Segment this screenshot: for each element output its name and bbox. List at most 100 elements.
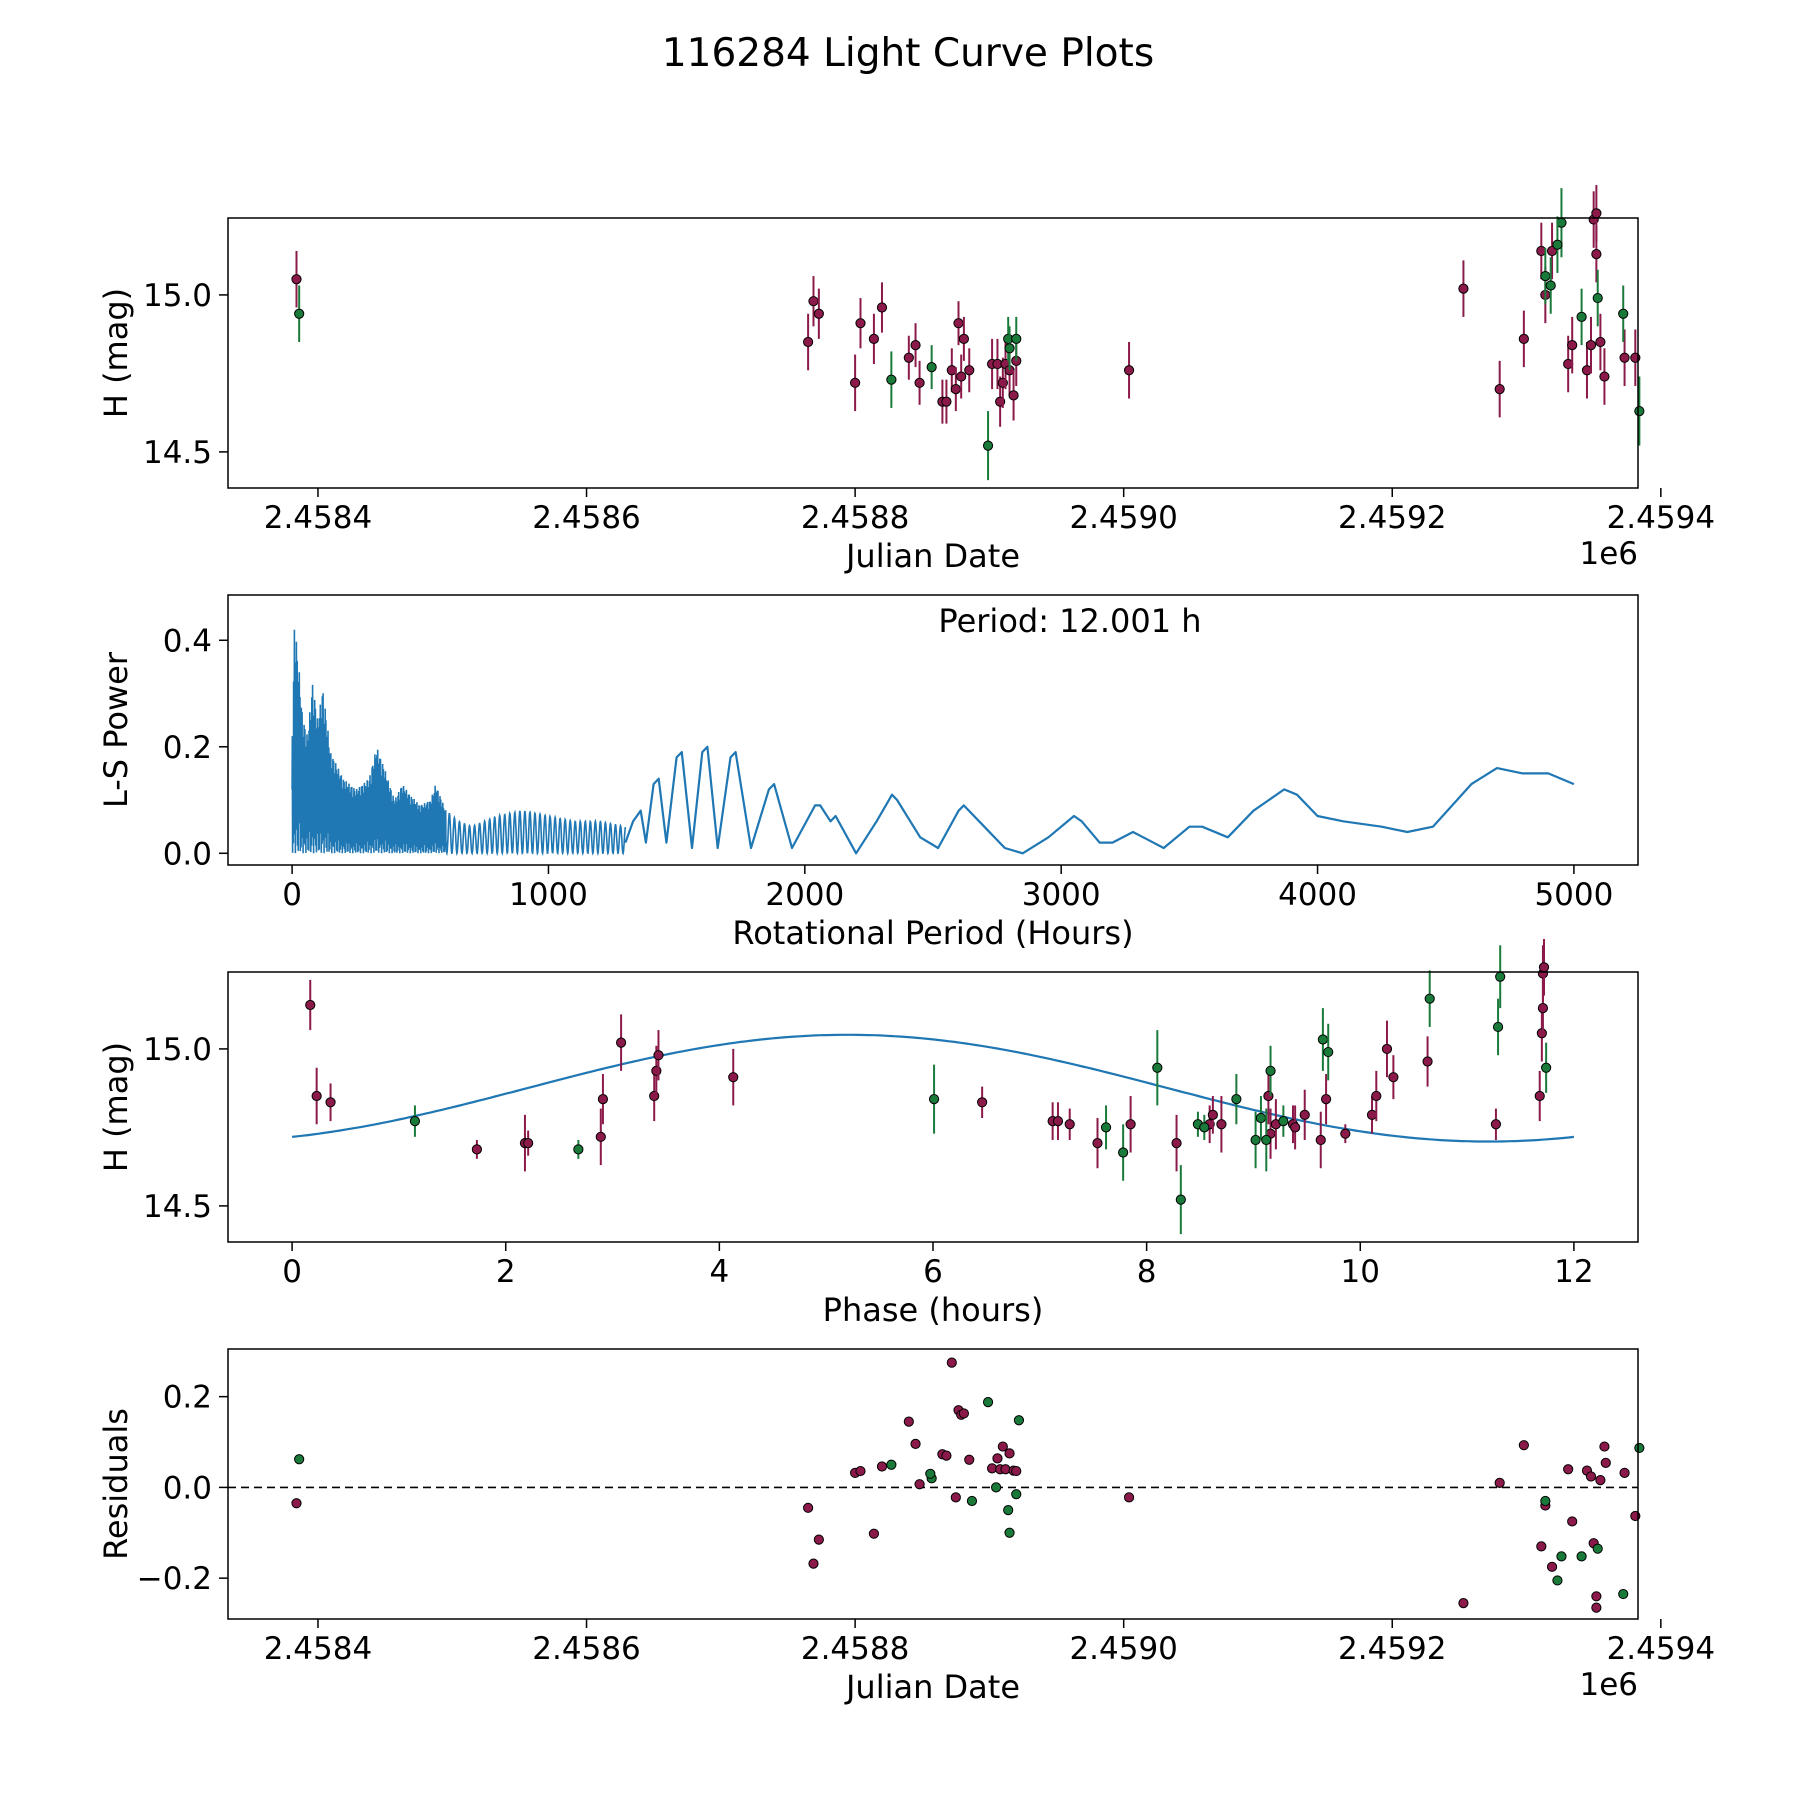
panel-lightcurve: 2.4584 2.4586 2.4588 2.4590 2.4592 2.4594 14.5… bbox=[97, 185, 1715, 575]
lightcurve-point-green bbox=[1576, 311, 1587, 322]
phased-ticks: 0 2 4 6 8 10 12 14.5 15.0 bbox=[143, 1032, 1594, 1290]
lightcurve-point-red bbox=[950, 384, 961, 395]
phased-point-green bbox=[1231, 1094, 1242, 1105]
lightcurve-point-green bbox=[1618, 308, 1629, 319]
lightcurve-axes-frame bbox=[227, 217, 1639, 489]
periodogram-ticks: 0 1000 2000 3000 4000 5000 0.0 0.2 0.4 bbox=[163, 623, 1614, 913]
periodogram-y-tick-label: 0.0 bbox=[163, 836, 212, 872]
residuals-x-tick-label: 2.4586 bbox=[532, 1631, 640, 1667]
lightcurve-point-red bbox=[850, 377, 861, 388]
lightcurve-y-tick-label: 14.5 bbox=[143, 435, 212, 471]
residuals-y-tick-label: −0.2 bbox=[137, 1561, 212, 1597]
phased-point-red bbox=[595, 1131, 606, 1142]
phased-point-green bbox=[1265, 1065, 1276, 1076]
phased-point-green bbox=[928, 1094, 940, 1105]
phased-y-label: H (mag) bbox=[97, 1042, 135, 1172]
lightcurve-point-green bbox=[1634, 405, 1645, 417]
phased-point-red bbox=[1538, 962, 1550, 973]
phased-point-red bbox=[1534, 1090, 1545, 1102]
phased-point-red bbox=[1490, 1119, 1502, 1130]
residuals-point-red bbox=[1518, 1440, 1529, 1451]
residuals-point-red bbox=[1494, 1477, 1505, 1488]
phased-point-red bbox=[1125, 1119, 1136, 1130]
phased-point-red bbox=[977, 1097, 988, 1108]
phased-point-red bbox=[325, 1097, 336, 1108]
lightcurve-point-green bbox=[1011, 333, 1022, 344]
phased-y-tick-label: 15.0 bbox=[143, 1032, 212, 1068]
residuals-point-red bbox=[1563, 1464, 1574, 1475]
residuals-point-red bbox=[813, 1534, 824, 1545]
phased-point-red bbox=[1171, 1138, 1182, 1149]
residuals-point-red bbox=[1585, 1471, 1597, 1482]
periodogram-y-tick-label: 0.2 bbox=[163, 730, 212, 766]
phased-point-green bbox=[573, 1144, 584, 1155]
phased-x-label: Phase (hours) bbox=[823, 1291, 1044, 1329]
panel-periodogram: 0 1000 2000 3000 4000 5000 0.0 0.2 0.4 Rotationa… bbox=[97, 594, 1639, 952]
lightcurve-ticks: 2.4584 2.4586 2.4588 2.4590 2.4592 2.4594 14.5… bbox=[143, 278, 1715, 536]
phased-point-green bbox=[1152, 1062, 1163, 1073]
residuals-point-red bbox=[992, 1453, 1003, 1464]
residuals-point-red bbox=[910, 1438, 921, 1449]
residuals-point-red bbox=[876, 1461, 888, 1472]
periodogram-y-label: L-S Power bbox=[97, 651, 135, 808]
residuals-marks bbox=[228, 1357, 1645, 1613]
phased-point-red bbox=[1320, 1094, 1332, 1105]
phased-point-green bbox=[1424, 993, 1435, 1004]
residuals-point-red bbox=[1591, 1602, 1602, 1613]
phased-point-red bbox=[523, 1138, 534, 1149]
residuals-point-green bbox=[1013, 1415, 1025, 1426]
panel-residuals: 2.4584 2.4586 2.4588 2.4590 2.4592 2.4594 −0.2… bbox=[97, 1348, 1715, 1706]
phased-point-green bbox=[1323, 1046, 1334, 1058]
residuals-point-red bbox=[941, 1450, 952, 1461]
lightcurve-point-red bbox=[1591, 249, 1602, 260]
phased-point-red bbox=[1263, 1090, 1274, 1102]
residuals-point-red bbox=[946, 1357, 957, 1368]
residuals-point-red bbox=[1536, 1541, 1547, 1552]
residuals-point-green bbox=[1004, 1527, 1015, 1538]
phased-point-red bbox=[728, 1072, 739, 1083]
lightcurve-point-red bbox=[1494, 384, 1505, 395]
lightcurve-point-green bbox=[1004, 343, 1015, 354]
residuals-point-red bbox=[903, 1416, 914, 1427]
lightcurve-x-tick-label: 2.4584 bbox=[264, 500, 372, 536]
lightcurve-point-red bbox=[1123, 365, 1135, 376]
periodogram-x-tick-label: 2000 bbox=[765, 877, 844, 913]
panel-phased: 0 2 4 6 8 10 12 14.5 15.0 Phase (hours) H (mag) bbox=[97, 939, 1639, 1329]
residuals-point-green bbox=[1003, 1504, 1014, 1516]
phased-point-green bbox=[1100, 1122, 1112, 1133]
periodogram-x-tick-label: 1000 bbox=[509, 877, 588, 913]
lightcurve-point-red bbox=[868, 333, 880, 344]
lightcurve-point-red bbox=[803, 336, 814, 348]
lightcurve-point-red bbox=[956, 371, 967, 382]
residuals-y-label: Residuals bbox=[97, 1408, 135, 1560]
phased-point-green bbox=[1495, 971, 1506, 982]
phased-point-red bbox=[1388, 1072, 1399, 1083]
residuals-point-red bbox=[997, 1441, 1008, 1452]
phased-point-red bbox=[1290, 1122, 1301, 1133]
lightcurve-point-red bbox=[914, 377, 925, 388]
phased-point-red bbox=[649, 1090, 660, 1102]
lightcurve-point-green bbox=[886, 374, 897, 385]
phased-point-green bbox=[1541, 1062, 1552, 1073]
model-curve bbox=[291, 1033, 1575, 1143]
phased-point-green bbox=[1175, 1194, 1186, 1205]
phased-point-green bbox=[409, 1116, 421, 1127]
residuals-y-tick-label: 0.0 bbox=[163, 1470, 212, 1506]
residuals-point-green bbox=[1540, 1495, 1551, 1507]
residuals-x-tick-label: 2.4584 bbox=[264, 1631, 372, 1667]
lightcurve-x-tick-label: 2.4588 bbox=[801, 500, 909, 536]
lightcurve-point-red bbox=[1595, 336, 1606, 348]
residuals-point-red bbox=[808, 1558, 819, 1569]
residuals-point-green bbox=[294, 1454, 305, 1465]
phased-point-green bbox=[1255, 1112, 1267, 1124]
lightcurve-marks bbox=[291, 185, 1645, 481]
phased-x-tick-label: 10 bbox=[1341, 1254, 1380, 1290]
phased-point-red bbox=[1092, 1138, 1103, 1149]
phased-point-red bbox=[1052, 1116, 1064, 1127]
lightcurve-point-red bbox=[910, 340, 921, 351]
lightcurve-point-green bbox=[1592, 292, 1603, 304]
residuals-point-green bbox=[1011, 1489, 1022, 1500]
residuals-point-red bbox=[964, 1454, 975, 1465]
residuals-point-red bbox=[291, 1498, 302, 1509]
